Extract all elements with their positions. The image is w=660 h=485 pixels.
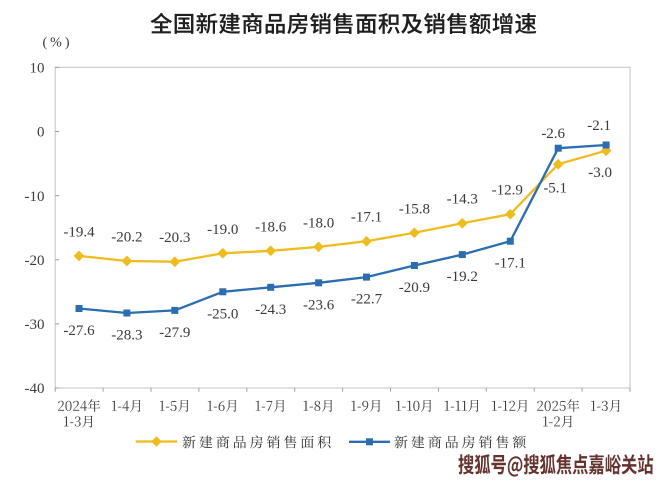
svg-text:-2.6: -2.6 xyxy=(541,126,565,142)
svg-text:-20.3: -20.3 xyxy=(159,230,190,246)
svg-text:-24.3: -24.3 xyxy=(255,302,286,318)
svg-text:-27.9: -27.9 xyxy=(159,325,190,341)
svg-text:(%): (%) xyxy=(43,36,73,51)
svg-text:-18.0: -18.0 xyxy=(303,215,334,231)
svg-text:-19.0: -19.0 xyxy=(207,222,238,238)
svg-text:-28.3: -28.3 xyxy=(111,328,142,344)
svg-text:10: 10 xyxy=(30,61,45,77)
svg-text:-23.6: -23.6 xyxy=(303,297,335,313)
svg-text:-18.6: -18.6 xyxy=(255,219,287,235)
svg-text:-19.2: -19.2 xyxy=(447,269,478,285)
svg-text:-14.3: -14.3 xyxy=(447,192,478,208)
svg-text:-20.9: -20.9 xyxy=(399,280,430,296)
svg-text:-17.1: -17.1 xyxy=(495,256,526,272)
svg-text:-19.4: -19.4 xyxy=(63,224,95,240)
svg-text:-25.0: -25.0 xyxy=(207,306,238,322)
svg-text:-10: -10 xyxy=(25,189,45,205)
svg-text:-3.0: -3.0 xyxy=(588,165,612,181)
svg-text:-40: -40 xyxy=(25,381,45,397)
svg-text:-17.1: -17.1 xyxy=(351,210,382,226)
svg-text:-20.2: -20.2 xyxy=(111,230,142,246)
svg-text:-15.8: -15.8 xyxy=(399,201,430,217)
svg-text:-2.1: -2.1 xyxy=(587,118,611,134)
svg-text:-22.7: -22.7 xyxy=(351,292,383,308)
svg-text:-12.9: -12.9 xyxy=(492,183,523,199)
svg-text:-20: -20 xyxy=(25,253,45,269)
svg-text:-5.1: -5.1 xyxy=(543,181,567,197)
svg-text:-30: -30 xyxy=(25,317,45,333)
svg-text:0: 0 xyxy=(37,125,45,141)
svg-text:-27.6: -27.6 xyxy=(63,323,95,339)
